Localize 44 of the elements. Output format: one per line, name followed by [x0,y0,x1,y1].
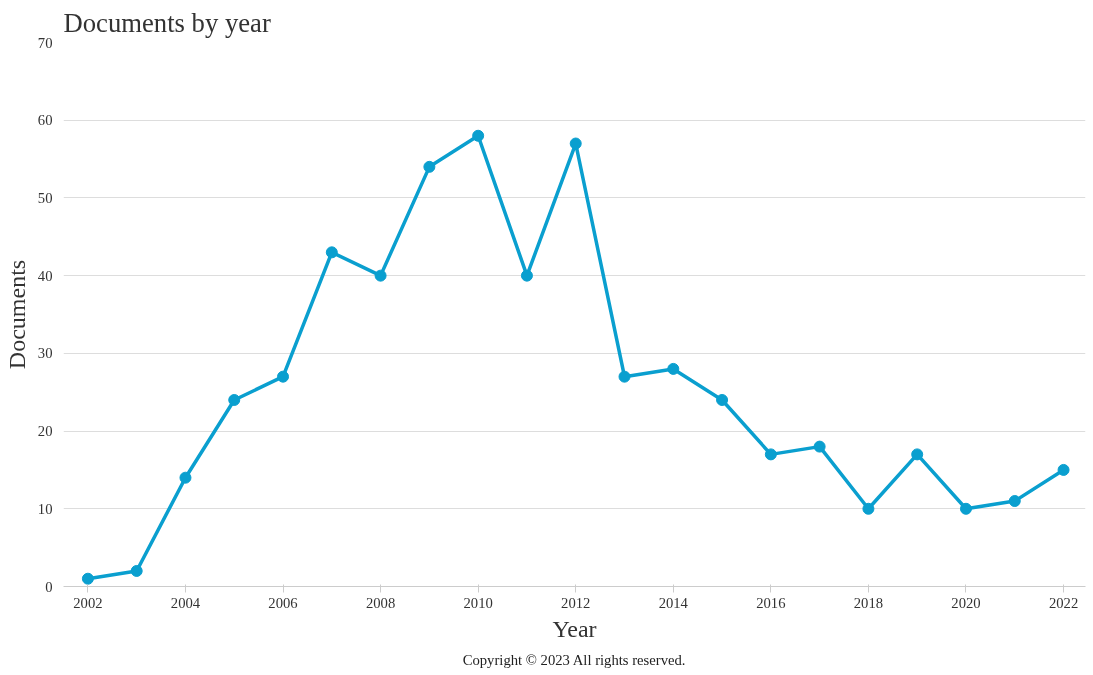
point [569,137,582,150]
point [959,502,972,515]
point [764,448,777,461]
y-tick-label: 40 [37,267,53,284]
x-tick-label: 2002 [73,594,103,611]
point [81,572,94,585]
y-axis-title: Documents [3,259,30,370]
x-tick-label: 2004 [170,594,201,611]
y-tick-label: 20 [37,423,53,440]
chart-title: Documents by year [63,7,271,38]
point [1057,463,1070,476]
point [911,448,924,461]
point [813,440,826,453]
point [130,564,143,577]
y-tick-label: 0 [45,578,53,595]
x-tick-label: 2022 [1048,594,1079,611]
point [472,129,485,142]
point [374,269,387,282]
point [618,370,631,383]
point [423,160,436,173]
point [228,394,241,406]
x-tick-label: 2020 [951,594,981,611]
point [862,502,875,515]
x-tick-label: 2010 [463,594,493,611]
point [667,362,680,375]
point [1008,495,1021,507]
x-tick-label: 2014 [658,594,689,611]
point [716,394,729,406]
x-tick-label: 2008 [365,594,396,611]
x-tick-label: 2018 [853,594,884,611]
y-tick-label: 10 [37,500,53,517]
y-tick-label: 60 [37,112,53,129]
point [179,471,192,484]
text: Copyright © 2023 All rights reserved. [462,651,686,668]
point [277,370,290,383]
point [520,269,533,282]
point [325,246,338,259]
x-tick-label: 2012 [561,594,591,611]
x-tick-label: 2006 [268,594,298,611]
x-axis-title: Year [552,615,597,642]
y-tick-label: 70 [37,34,53,51]
x-tick-label: 2016 [756,594,786,611]
y-tick-label: 30 [37,345,53,362]
y-tick-label: 50 [37,189,53,206]
